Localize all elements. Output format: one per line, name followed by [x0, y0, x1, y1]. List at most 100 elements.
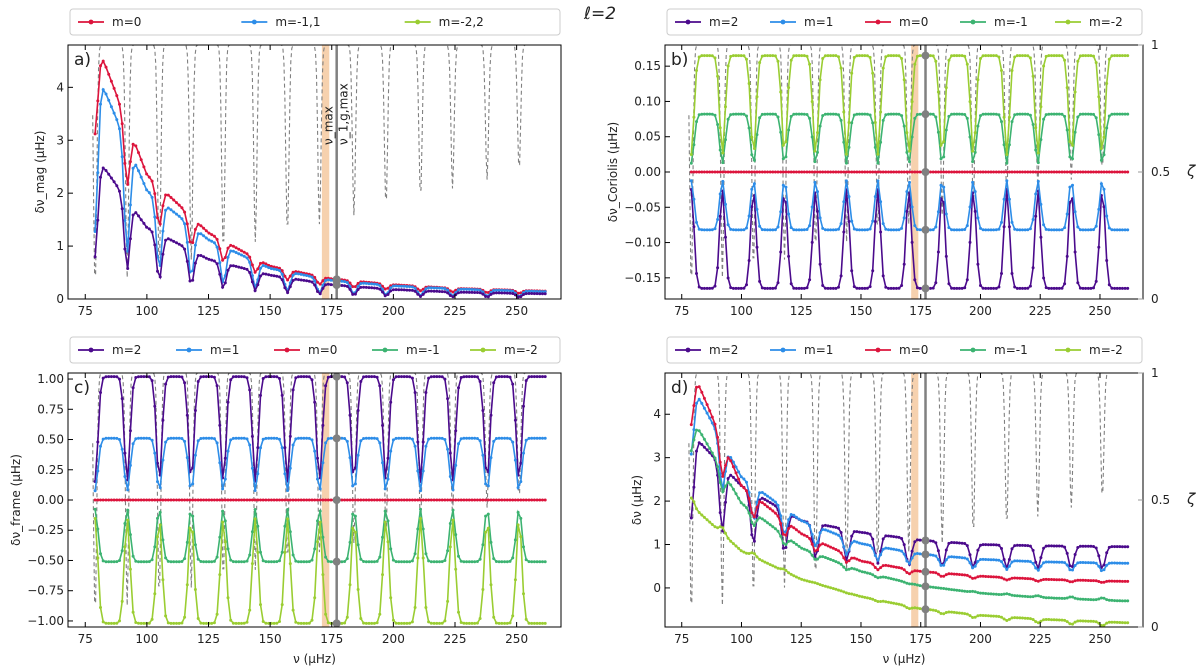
data-point — [494, 621, 498, 625]
data-point — [524, 292, 528, 296]
data-point — [221, 498, 225, 502]
data-point — [245, 256, 249, 260]
data-point — [145, 188, 149, 192]
data-point — [231, 498, 235, 502]
data-point — [1018, 286, 1022, 290]
data-point — [1057, 596, 1061, 600]
data-point — [1039, 578, 1043, 582]
data-point — [1115, 561, 1119, 565]
data-point — [1052, 286, 1056, 290]
data-point — [1078, 544, 1082, 548]
data-point — [1107, 620, 1111, 624]
data-point — [345, 439, 349, 443]
data-point — [1042, 618, 1046, 622]
data-point — [210, 498, 214, 502]
data-point — [172, 560, 176, 564]
legend-marker-mm2 — [1065, 19, 1071, 25]
data-point — [486, 484, 490, 488]
data-point — [852, 530, 856, 534]
data-point — [879, 230, 883, 234]
data-point — [787, 212, 791, 216]
data-point — [766, 505, 769, 509]
data-point — [968, 240, 972, 244]
data-point — [353, 292, 357, 296]
data-point — [185, 583, 189, 587]
data-point — [353, 514, 357, 518]
data-point — [1023, 544, 1027, 547]
data-point — [275, 375, 279, 379]
data-point — [96, 527, 100, 531]
data-point — [391, 378, 395, 382]
data-point — [1115, 599, 1119, 603]
data-point — [755, 245, 759, 249]
data-point — [475, 560, 479, 563]
data-point — [1044, 577, 1048, 581]
data-point — [475, 621, 479, 625]
data-point — [1105, 82, 1109, 85]
data-point — [435, 560, 439, 564]
y-axis-label: δν_Coriolis (μHz) — [606, 122, 620, 222]
data-point — [1094, 620, 1098, 624]
data-point — [104, 621, 108, 625]
data-point — [405, 288, 409, 292]
data-point — [981, 54, 985, 58]
data-point — [1063, 170, 1067, 174]
data-point — [1113, 561, 1117, 565]
data-point — [913, 582, 917, 586]
data-point — [193, 498, 197, 502]
x-tick-label: 100 — [135, 632, 158, 646]
data-point — [705, 518, 709, 522]
data-point — [747, 259, 751, 262]
data-point — [223, 498, 227, 502]
data-point — [1118, 621, 1122, 624]
data-point — [871, 573, 875, 577]
data-point — [823, 112, 827, 116]
data-point — [394, 375, 398, 379]
data-point — [443, 290, 447, 294]
data-point — [193, 243, 197, 247]
data-point — [175, 375, 178, 379]
data-point — [242, 267, 246, 270]
nu1g-marker — [921, 582, 930, 591]
data-point — [321, 423, 325, 427]
data-point — [1002, 197, 1006, 201]
data-point — [229, 378, 233, 382]
data-point — [1031, 170, 1035, 174]
data-point — [429, 289, 433, 293]
data-point — [96, 218, 100, 222]
data-point — [400, 621, 403, 625]
data-point — [467, 560, 471, 564]
data-point — [823, 556, 827, 559]
data-point — [913, 569, 917, 573]
data-point — [879, 200, 883, 204]
data-point — [758, 279, 762, 283]
x-tick-label: 250 — [505, 304, 528, 318]
data-point — [1086, 228, 1090, 232]
data-point — [697, 285, 701, 289]
data-point — [438, 621, 441, 625]
data-point — [724, 531, 727, 535]
data-point — [1005, 568, 1009, 571]
data-point — [839, 551, 843, 555]
data-point — [850, 534, 854, 538]
data-point — [524, 498, 528, 502]
data-point — [797, 170, 801, 174]
data-point — [1120, 579, 1124, 583]
data-point — [965, 62, 969, 66]
data-point — [340, 621, 344, 625]
data-point — [915, 113, 919, 116]
data-point — [231, 621, 235, 625]
data-point — [831, 546, 835, 550]
data-point — [269, 264, 273, 268]
data-point — [884, 170, 888, 174]
data-point — [275, 436, 279, 440]
data-point — [248, 255, 252, 259]
data-point — [805, 579, 809, 583]
data-point — [99, 391, 102, 394]
data-point — [231, 436, 235, 440]
data-point — [818, 543, 822, 547]
data-point — [873, 145, 877, 149]
data-point — [1071, 568, 1074, 572]
data-point — [191, 278, 195, 282]
data-point — [459, 621, 463, 624]
